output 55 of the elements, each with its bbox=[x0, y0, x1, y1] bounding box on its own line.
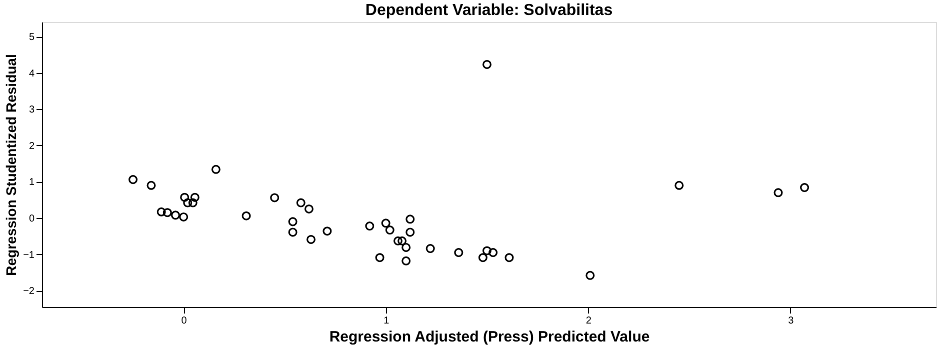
point bbox=[402, 242, 411, 252]
y-tick-label: 1 bbox=[28, 177, 35, 188]
point bbox=[454, 248, 464, 258]
point bbox=[482, 246, 492, 256]
y-tick-label: 0 bbox=[28, 214, 35, 225]
x-tick-label: 3 bbox=[788, 316, 794, 326]
point bbox=[375, 253, 384, 262]
y-tick-label: 5 bbox=[28, 32, 35, 44]
point bbox=[179, 212, 188, 222]
y-tick-label: −1 bbox=[23, 250, 35, 261]
point bbox=[406, 228, 415, 237]
y-axis-title: Regression Studentized Residual bbox=[3, 54, 20, 276]
point bbox=[398, 236, 407, 246]
point bbox=[488, 248, 498, 258]
point bbox=[482, 60, 492, 69]
y-tick-label: −2 bbox=[23, 286, 35, 298]
point bbox=[674, 180, 684, 190]
point bbox=[288, 217, 298, 226]
point bbox=[128, 175, 138, 184]
point bbox=[296, 198, 306, 208]
point bbox=[180, 192, 190, 202]
point bbox=[322, 226, 332, 236]
point bbox=[800, 183, 810, 192]
point bbox=[306, 234, 316, 244]
point bbox=[504, 253, 514, 262]
point bbox=[774, 188, 783, 198]
x-tick-label: 0 bbox=[181, 316, 188, 326]
y-tick-label: 2 bbox=[28, 140, 35, 152]
chart-title: Dependent Variable: Solvabilitas bbox=[365, 2, 613, 19]
point bbox=[162, 208, 172, 218]
point bbox=[183, 198, 192, 208]
point bbox=[304, 204, 314, 214]
point bbox=[586, 270, 595, 280]
point bbox=[146, 180, 156, 190]
point bbox=[242, 211, 251, 220]
point bbox=[288, 228, 298, 237]
y-tick-label: 3 bbox=[28, 104, 35, 116]
point bbox=[270, 193, 280, 202]
point bbox=[402, 256, 411, 266]
point bbox=[426, 244, 435, 254]
point bbox=[393, 236, 402, 246]
point bbox=[365, 222, 374, 231]
x-tick-label: 2 bbox=[586, 316, 592, 326]
point bbox=[170, 210, 180, 220]
point bbox=[190, 192, 200, 202]
point bbox=[381, 218, 390, 228]
point bbox=[385, 226, 394, 235]
point bbox=[156, 207, 166, 216]
point bbox=[478, 253, 488, 262]
x-axis-title: Regression Adjusted (Press) Predicted Value bbox=[329, 328, 650, 346]
x-tick-label: 1 bbox=[384, 316, 390, 326]
point bbox=[188, 198, 198, 208]
point bbox=[406, 214, 415, 224]
point bbox=[211, 164, 220, 174]
y-tick-label: 4 bbox=[28, 68, 35, 80]
